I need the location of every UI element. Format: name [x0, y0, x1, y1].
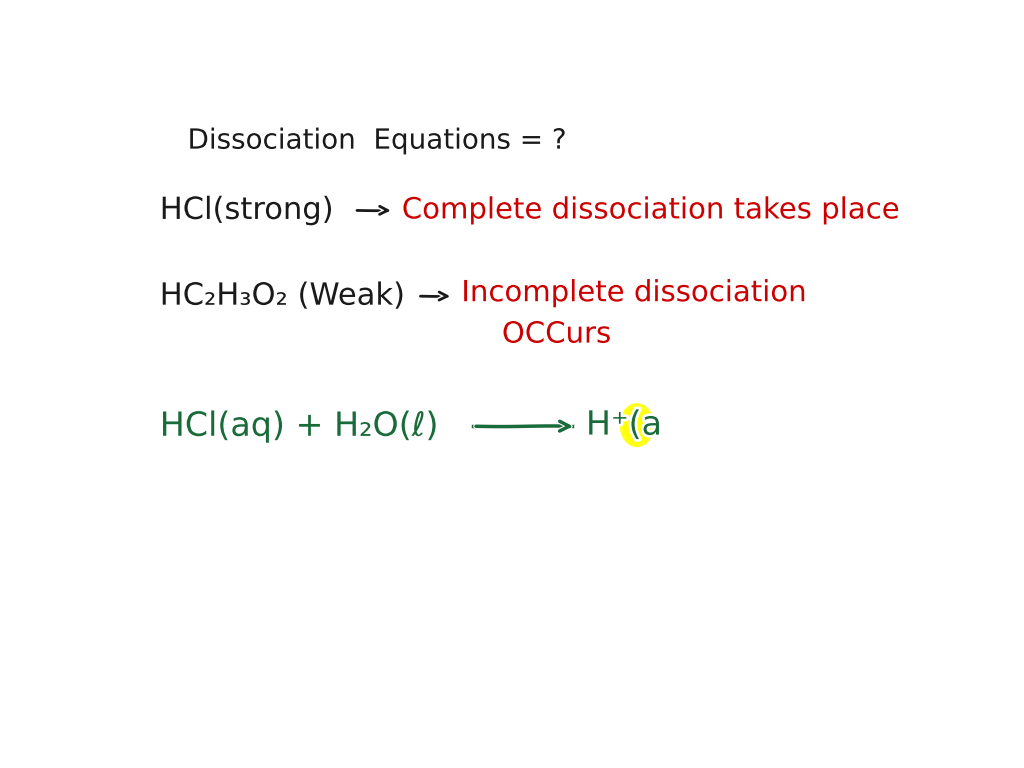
Text: OCCurs: OCCurs [502, 320, 611, 349]
Text: HCl(strong): HCl(strong) [160, 196, 334, 225]
Text: H⁺(a: H⁺(a [586, 409, 662, 442]
Ellipse shape [620, 404, 653, 446]
Text: HCl(aq) + H₂O(ℓ): HCl(aq) + H₂O(ℓ) [160, 410, 438, 443]
Text: Dissociation  Equations = ?: Dissociation Equations = ? [187, 127, 566, 154]
Text: Incomplete dissociation: Incomplete dissociation [461, 280, 807, 307]
Text: Complete dissociation takes place: Complete dissociation takes place [401, 197, 900, 224]
Text: HC₂H₃O₂ (Weak): HC₂H₃O₂ (Weak) [160, 282, 404, 311]
